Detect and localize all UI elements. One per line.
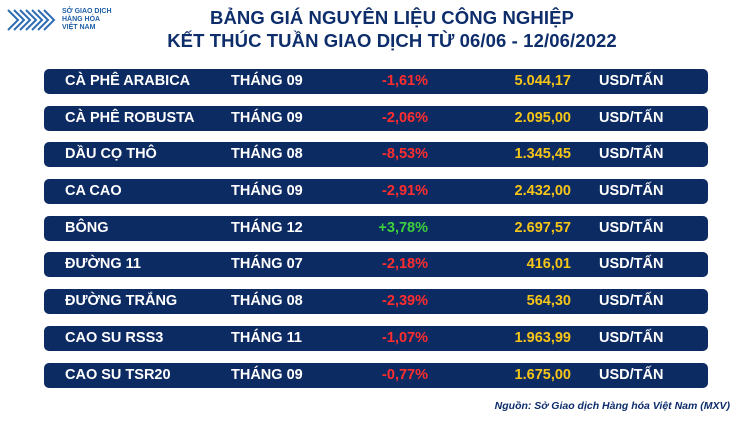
price-value: 1.963,99 — [514, 329, 571, 346]
commodity-name: BÔNG — [65, 219, 109, 236]
price-value: 2.432,00 — [514, 183, 571, 200]
contract-month: THÁNG 09 — [231, 366, 303, 383]
price-row: CAO SU TSR20 THÁNG 09 -0,77% 1.675,00 US… — [44, 362, 708, 388]
price-row: BÔNG THÁNG 12 +3,78% 2.697,57 USD/TẤN — [44, 215, 708, 241]
commodity-name: CAO SU TSR20 — [65, 366, 171, 383]
price-unit: USD/TẤN — [599, 329, 664, 346]
title-line-2: KẾT THÚC TUẦN GIAO DỊCH TỪ 06/06 - 12/06… — [167, 30, 617, 51]
price-row: CA CAO THÁNG 09 -2,91% 2.432,00 USD/TẤN — [44, 179, 708, 205]
price-unit: USD/TẤN — [599, 293, 664, 310]
price-unit: USD/TẤN — [599, 109, 664, 126]
price-change: -2,18% — [382, 256, 428, 273]
contract-month: THÁNG 07 — [231, 256, 303, 273]
price-change: -8,53% — [382, 146, 428, 163]
contract-month: THÁNG 08 — [231, 146, 303, 163]
mxv-logo-icon — [7, 9, 56, 31]
price-value: 564,30 — [526, 293, 571, 310]
price-unit: USD/TẤN — [599, 146, 664, 163]
price-value: 5.044,17 — [514, 73, 571, 89]
price-row: CÀ PHÊ ROBUSTA THÁNG 09 -2,06% 2.095,00 … — [44, 105, 708, 131]
price-table: CÀ PHÊ ARABICA THÁNG 09 -1,61% 5.044,17 … — [44, 69, 708, 399]
commodity-name: CÀ PHÊ ROBUSTA — [65, 109, 195, 126]
price-row: CÀ PHÊ ARABICA THÁNG 09 -1,61% 5.044,17 … — [44, 69, 708, 94]
contract-month: THÁNG 11 — [231, 329, 302, 346]
logo-text: SỞ GIAO DỊCH HÀNG HÓA VIỆT NAM — [62, 8, 112, 32]
contract-month: THÁNG 08 — [231, 293, 303, 310]
price-row: ĐƯỜNG 11 THÁNG 07 -2,18% 416,01 USD/TẤN — [44, 252, 708, 278]
price-change: -1,07% — [382, 329, 428, 346]
source-note: Nguồn: Sở Giao dịch Hàng hóa Việt Nam (M… — [494, 400, 730, 412]
commodity-name: DẦU CỌ THÔ — [65, 146, 157, 163]
contract-month: THÁNG 12 — [231, 219, 303, 236]
price-value: 416,01 — [526, 256, 571, 273]
price-change: -2,39% — [382, 293, 428, 310]
commodity-name: CÀ PHÊ ARABICA — [65, 73, 191, 89]
price-unit: USD/TẤN — [599, 256, 664, 273]
price-unit: USD/TẤN — [599, 366, 664, 383]
logo-line-3: VIỆT NAM — [62, 24, 96, 31]
price-value: 2.095,00 — [514, 109, 571, 126]
price-change: -2,91% — [382, 183, 428, 200]
commodity-name: ĐƯỜNG TRẮNG — [65, 293, 178, 310]
price-change: -2,06% — [382, 109, 428, 126]
price-unit: USD/TẤN — [599, 219, 664, 236]
price-row: ĐƯỜNG TRẮNG THÁNG 08 -2,39% 564,30 USD/T… — [44, 289, 708, 315]
mxv-logo: SỞ GIAO DỊCH HÀNG HÓA VIỆT NAM — [6, 6, 112, 34]
contract-month: THÁNG 09 — [231, 109, 303, 126]
price-row: CAO SU RSS3 THÁNG 11 -1,07% 1.963,99 USD… — [44, 325, 708, 351]
commodity-name: ĐƯỜNG 11 — [65, 256, 141, 273]
logo-line-2: HÀNG HÓA — [62, 16, 101, 23]
price-change: -0,77% — [382, 366, 428, 383]
contract-month: THÁNG 09 — [231, 73, 303, 89]
price-unit: USD/TẤN — [599, 73, 664, 89]
contract-month: THÁNG 09 — [231, 183, 303, 200]
price-value: 2.697,57 — [514, 219, 571, 236]
title-line-1: BẢNG GIÁ NGUYÊN LIỆU CÔNG NGHIỆP — [210, 7, 574, 28]
page-title: BẢNG GIÁ NGUYÊN LIỆU CÔNG NGHIỆP KẾT THÚ… — [0, 6, 750, 52]
price-change: +3,78% — [378, 219, 428, 236]
price-value: 1.675,00 — [514, 366, 571, 383]
price-change: -1,61% — [382, 73, 428, 89]
price-row: DẦU CỌ THÔ THÁNG 08 -8,53% 1.345,45 USD/… — [44, 142, 708, 168]
price-unit: USD/TẤN — [599, 183, 664, 200]
commodity-name: CAO SU RSS3 — [65, 329, 164, 346]
commodity-name: CA CAO — [65, 183, 122, 200]
logo-line-1: SỞ GIAO DỊCH — [62, 8, 112, 15]
price-value: 1.345,45 — [514, 146, 571, 163]
